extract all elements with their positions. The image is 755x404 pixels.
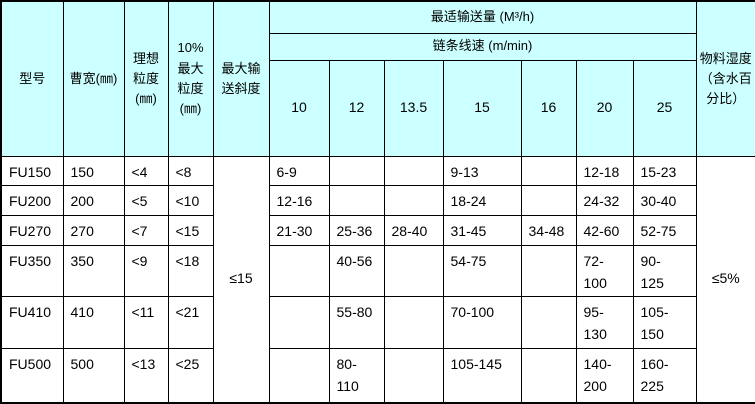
header-row-3: 10 12 13.5 15 16 20 25 <box>1 59 755 157</box>
capacity-cell: 30-40 <box>632 185 697 216</box>
capacity-cell: 95-130 <box>575 296 634 350</box>
capacity-cell <box>328 155 385 187</box>
speed-col-16: 16 <box>520 59 577 157</box>
capacity-cell: 28-40 <box>383 214 444 246</box>
capacity-cell <box>383 296 444 350</box>
capacity-cell: 80-110 <box>328 348 385 404</box>
cell-model: FU200 <box>0 185 64 216</box>
capacity-cell: 34-48 <box>520 214 577 246</box>
cell-trough-width: 500 <box>62 348 125 404</box>
capacity-cell <box>268 348 330 404</box>
speed-col-25: 25 <box>632 59 697 157</box>
cell-moisture-value: ≤5% <box>695 155 755 404</box>
cell-ideal-size: <9 <box>123 244 169 298</box>
capacity-cell: 21-30 <box>268 214 330 246</box>
cell-ideal-size: <11 <box>123 296 169 350</box>
capacity-cell <box>268 244 330 298</box>
capacity-cell: 31-45 <box>442 214 522 246</box>
capacity-cell <box>268 296 330 350</box>
cell-ideal-size: <7 <box>123 214 169 246</box>
cell-model: FU270 <box>0 214 64 246</box>
col-header-trough-width: 曹宽(㎜) <box>62 0 125 157</box>
capacity-cell: 55-80 <box>328 296 385 350</box>
cell-model: FU150 <box>0 155 64 187</box>
cell-max-size: <25 <box>167 348 214 404</box>
cell-trough-width: 150 <box>62 155 125 187</box>
cell-model: FU500 <box>0 348 64 404</box>
cell-ideal-size: <5 <box>123 185 169 216</box>
col-header-moisture: 物料湿度（含水百分比） <box>695 0 755 157</box>
capacity-cell: 140-200 <box>575 348 634 404</box>
speed-col-13-5: 13.5 <box>383 59 444 157</box>
cell-model: FU350 <box>0 244 64 298</box>
capacity-cell <box>520 244 577 298</box>
cell-trough-width: 410 <box>62 296 125 350</box>
capacity-cell: 12-18 <box>575 155 634 187</box>
capacity-cell <box>520 155 577 187</box>
col-header-model: 型号 <box>0 0 64 157</box>
capacity-cell: 52-75 <box>632 214 697 246</box>
cell-max-size: <18 <box>167 244 214 298</box>
header-row-2: 链条线速 (m/min) <box>1 32 755 61</box>
col-header-optimal-capacity: 最适输送量 (M³/h) <box>268 0 697 34</box>
col-header-ideal-particle-size: 理想粒度(㎜) <box>123 0 169 157</box>
cell-max-size: <8 <box>167 155 214 187</box>
capacity-cell <box>383 155 444 187</box>
capacity-cell: 160-225 <box>632 348 697 404</box>
col-header-chain-speed: 链条线速 (m/min) <box>268 32 697 61</box>
speed-col-12: 12 <box>328 59 385 157</box>
col-header-max-slope: 最大输送斜度 <box>212 0 270 157</box>
capacity-cell: 90-125 <box>632 244 697 298</box>
cell-trough-width: 350 <box>62 244 125 298</box>
speed-col-20: 20 <box>575 59 634 157</box>
table-row-fu500: FU500 500 <13 <25 80-110 105-145 140-200… <box>0 348 755 404</box>
cell-trough-width: 270 <box>62 214 125 246</box>
col-header-max-particle-size: 10%最大粒度(㎜) <box>167 0 214 157</box>
table-row-fu200: FU200 200 <5 <10 12-16 18-24 24-32 30-40 <box>0 185 755 216</box>
capacity-cell <box>520 348 577 404</box>
table-row-fu350: FU350 350 <9 <18 40-56 54-75 72-100 90-1… <box>0 244 755 298</box>
capacity-cell: 6-9 <box>268 155 330 187</box>
capacity-cell <box>520 296 577 350</box>
capacity-cell: 70-100 <box>442 296 522 350</box>
capacity-cell: 12-16 <box>268 185 330 216</box>
cell-model: FU410 <box>0 296 64 350</box>
cell-trough-width: 200 <box>62 185 125 216</box>
capacity-cell: 72-100 <box>575 244 634 298</box>
capacity-cell <box>328 185 385 216</box>
table-row-fu150: FU150 150 <4 <8 ≤15 6-9 9-13 12-18 15-23… <box>0 155 755 404</box>
capacity-cell: 24-32 <box>575 185 634 216</box>
capacity-cell: 9-13 <box>442 155 522 187</box>
cell-max-slope-value: ≤15 <box>212 155 270 404</box>
cell-max-size: <21 <box>167 296 214 350</box>
capacity-cell <box>383 185 444 216</box>
cell-ideal-size: <13 <box>123 348 169 404</box>
capacity-cell: 105-150 <box>632 296 697 350</box>
cell-max-size: <10 <box>167 185 214 216</box>
capacity-cell: 40-56 <box>328 244 385 298</box>
capacity-cell <box>383 348 444 404</box>
speed-col-15: 15 <box>442 59 522 157</box>
speed-col-10: 10 <box>268 59 330 157</box>
cell-max-size: <15 <box>167 214 214 246</box>
capacity-cell: 18-24 <box>442 185 522 216</box>
capacity-cell <box>383 244 444 298</box>
table-row-fu270: FU270 270 <7 <15 21-30 25-36 28-40 31-45… <box>0 214 755 246</box>
capacity-cell <box>520 185 577 216</box>
cell-ideal-size: <4 <box>123 155 169 187</box>
header-row-1: 型号 曹宽(㎜) 理想粒度(㎜) 10%最大粒度(㎜) 最大输送斜度 最适输送量… <box>0 0 755 157</box>
capacity-cell: 42-60 <box>575 214 634 246</box>
capacity-cell: 54-75 <box>442 244 522 298</box>
table-row-fu410: FU410 410 <11 <21 55-80 70-100 95-130 10… <box>0 296 755 350</box>
capacity-cell: 25-36 <box>328 214 385 246</box>
capacity-cell: 105-145 <box>442 348 522 404</box>
capacity-cell: 15-23 <box>632 155 697 187</box>
